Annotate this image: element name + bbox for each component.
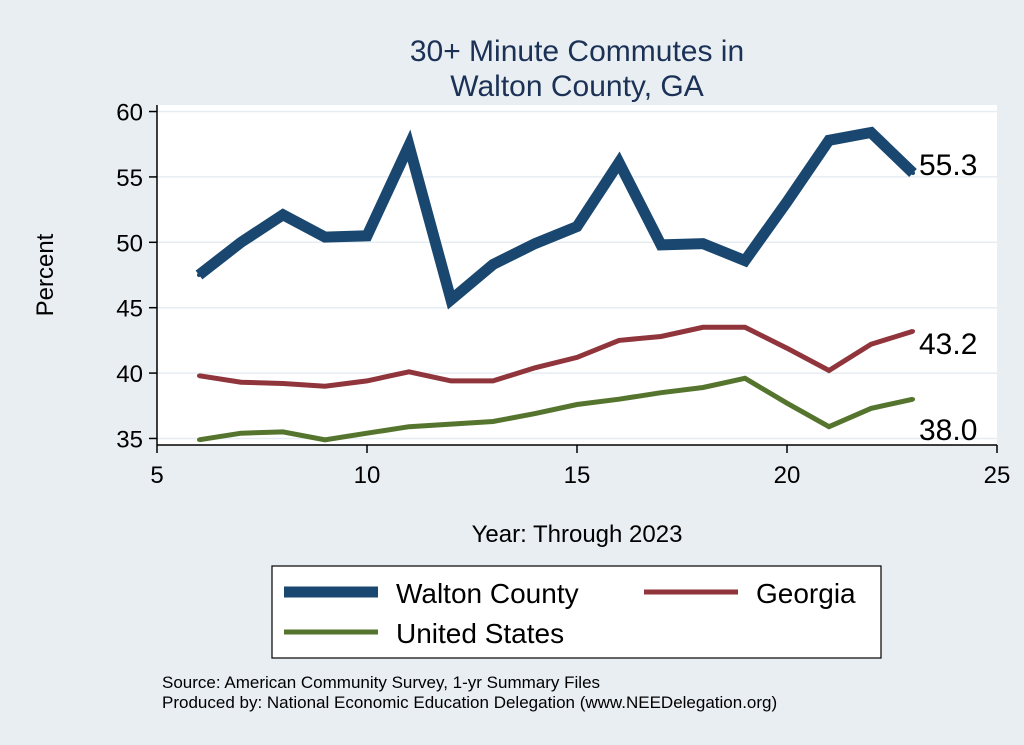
data-point-united-states-10	[365, 431, 369, 436]
data-point-georgia-13	[491, 378, 495, 383]
data-point-walton-county-9	[323, 235, 327, 240]
data-point-united-states-6	[197, 437, 201, 442]
data-point-united-states-14	[533, 411, 537, 416]
data-point-united-states-8	[281, 429, 285, 434]
data-point-united-states-21	[827, 424, 831, 429]
legend-label-walton-county: Walton County	[396, 578, 579, 609]
data-point-walton-county-20	[785, 199, 789, 204]
data-point-walton-county-15	[575, 224, 579, 229]
data-point-georgia-23	[911, 329, 915, 334]
data-point-walton-county-13	[491, 262, 495, 267]
data-point-united-states-22	[869, 406, 873, 411]
data-point-united-states-16	[617, 397, 621, 402]
data-point-united-states-11	[407, 424, 411, 429]
data-point-georgia-19	[743, 325, 747, 330]
data-point-georgia-22	[869, 342, 873, 347]
x-axis-title: Year: Through 2023	[472, 521, 683, 548]
data-point-united-states-18	[701, 385, 705, 390]
axes: 35 40 45 50 55 60 5 10 15 20 25	[116, 100, 1010, 489]
y-tick-label-35: 35	[116, 426, 143, 453]
data-point-georgia-17	[659, 334, 663, 339]
data-point-walton-county-17	[659, 242, 663, 247]
data-point-united-states-7	[239, 431, 243, 436]
y-tick-label-45: 45	[116, 296, 143, 323]
data-point-walton-county-18	[701, 241, 705, 246]
end-label-georgia: 43.2	[919, 328, 977, 361]
data-point-walton-county-12	[449, 297, 453, 302]
data-point-walton-county-11	[407, 143, 411, 148]
data-point-georgia-15	[575, 355, 579, 360]
x-tick-label-25: 25	[984, 462, 1011, 489]
source-note: Source: American Community Survey, 1-yr …	[162, 673, 600, 692]
data-point-united-states-9	[323, 437, 327, 442]
gridlines	[157, 110, 997, 440]
end-label-united-states: 38.0	[919, 414, 977, 447]
data-point-georgia-8	[281, 381, 285, 386]
chart-title-line-1: 30+ Minute Commutes in	[410, 35, 744, 68]
data-point-united-states-20	[785, 401, 789, 406]
data-point-georgia-11	[407, 369, 411, 374]
y-tick-label-60: 60	[116, 100, 143, 127]
data-point-walton-county-19	[743, 258, 747, 263]
y-tick-label-50: 50	[116, 230, 143, 257]
y-tick-label-55: 55	[116, 165, 143, 192]
data-point-georgia-20	[785, 346, 789, 351]
y-tick-label-40: 40	[116, 361, 143, 388]
legend-box	[271, 565, 882, 659]
data-point-walton-county-10	[365, 233, 369, 238]
data-point-united-states-13	[491, 419, 495, 424]
producer-note: Produced by: National Economic Education…	[162, 693, 777, 712]
data-point-united-states-15	[575, 402, 579, 407]
data-point-georgia-12	[449, 378, 453, 383]
data-point-georgia-18	[701, 325, 705, 330]
x-tick-label-5: 5	[150, 462, 163, 489]
data-point-united-states-17	[659, 390, 663, 395]
chart-title-line-2: Walton County, GA	[450, 70, 703, 103]
y-axis-title: Percent	[32, 233, 59, 316]
data-point-georgia-10	[365, 378, 369, 383]
data-point-walton-county-8	[281, 212, 285, 217]
data-point-united-states-23	[911, 397, 915, 402]
data-point-walton-county-23	[911, 171, 915, 175]
data-point-walton-county-16	[617, 160, 621, 165]
data-point-georgia-16	[617, 338, 621, 343]
x-tick-label-15: 15	[564, 462, 591, 489]
data-point-walton-county-22	[869, 130, 873, 135]
data-point-walton-county-7	[239, 240, 243, 245]
series-lines: 55.3 43.2 38.0	[195, 126, 977, 447]
data-point-georgia-21	[827, 368, 831, 373]
series-line-georgia	[198, 324, 914, 389]
legend-label-united-states: United States	[396, 618, 564, 649]
plot-area	[157, 105, 997, 445]
series-line-walton-county	[195, 126, 917, 310]
data-point-georgia-9	[323, 384, 327, 389]
data-point-georgia-6	[197, 373, 201, 378]
data-point-walton-county-14	[533, 241, 537, 246]
x-tick-label-20: 20	[774, 462, 801, 489]
data-point-united-states-12	[449, 422, 453, 427]
data-point-walton-county-21	[827, 138, 831, 143]
series-line-united-states	[198, 375, 914, 443]
data-point-united-states-19	[743, 376, 747, 381]
data-point-georgia-7	[239, 380, 243, 385]
x-tick-label-10: 10	[354, 462, 381, 489]
legend-label-georgia: Georgia	[756, 578, 856, 609]
end-label-walton-county: 55.3	[919, 149, 977, 182]
data-point-georgia-14	[533, 365, 537, 370]
data-point-walton-county-6	[197, 273, 201, 277]
